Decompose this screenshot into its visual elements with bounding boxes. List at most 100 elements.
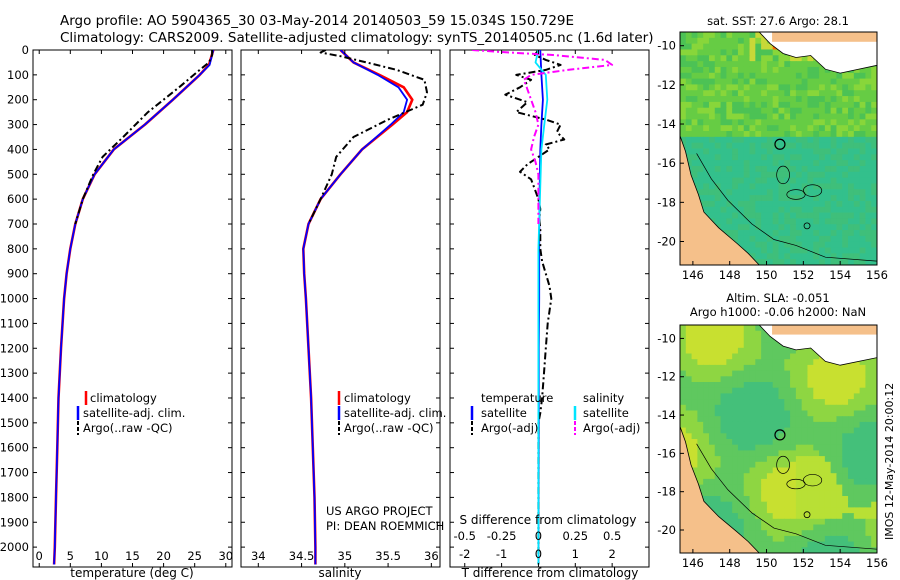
x-tick-label: 5 — [67, 549, 74, 563]
map-x-tick-label: 152 — [792, 556, 814, 570]
map-x-tick-label: 146 — [682, 556, 704, 570]
reef-outline — [776, 455, 790, 474]
bathymetry-contour — [696, 153, 877, 262]
temperature-panel — [32, 49, 233, 568]
map-y-tick-label: -16 — [657, 446, 676, 460]
land-png — [758, 32, 877, 74]
land-png — [758, 325, 877, 366]
series-argo-raw-qc- — [307, 50, 428, 225]
map-y-tick-label: -18 — [657, 485, 676, 499]
x-tick-label: -1 — [496, 547, 507, 561]
legend-argo-raw: Argo(..raw -QC) — [83, 421, 173, 435]
reef-outline — [776, 165, 790, 185]
difference-legend: temperature satellite Argo(-adj) salinit… — [470, 391, 640, 435]
salinity-legend: climatology satellite-adj. clim. Argo(..… — [337, 391, 446, 435]
x-tick-label: 35 — [338, 549, 353, 563]
legend-temp-argo: Argo(-adj) — [481, 421, 538, 435]
argo-position-marker — [774, 138, 786, 150]
x-tick-label-top: 0 — [535, 529, 542, 543]
x-tick-label: 34.5 — [289, 549, 315, 563]
map-x-tick-label: 156 — [866, 268, 888, 282]
legend-temperature-title: temperature — [481, 391, 553, 405]
x-tick-label: 0 — [36, 549, 43, 563]
depth-tick-label: 800 — [7, 242, 29, 256]
tdiff-xlabel: T difference from climatology — [461, 566, 639, 580]
x-tick-label: 1 — [572, 547, 579, 561]
depth-tick-label: 1700 — [0, 466, 29, 480]
sst-map-title: sat. SST: 27.6 Argo: 28.1 — [707, 14, 849, 28]
x-tick-label: 10 — [94, 549, 109, 563]
temperature-legend: climatology satellite-adj. clim. Argo(..… — [76, 391, 185, 435]
depth-tick-label: 200 — [7, 93, 29, 107]
map-x-tick-label: 156 — [866, 556, 888, 570]
depth-axis: 0 100 200 300 400 500 600 700 800 900 1000 1100 1200… — [0, 43, 649, 554]
header-line-2: Climatology: CARS2009. Satellite-adjuste… — [60, 30, 653, 46]
map-y-tick-label: -10 — [657, 331, 676, 345]
sla-map — [680, 325, 877, 553]
header-line-1: Argo profile: AO 5904365_30 03-May-2014 … — [60, 13, 574, 29]
salinity-panel — [240, 49, 441, 568]
depth-tick-label: 300 — [7, 118, 29, 132]
depth-tick-label: 600 — [7, 192, 29, 206]
x-tick-label-top: 0.25 — [562, 529, 588, 543]
depth-tick-label: 1000 — [0, 292, 29, 306]
legend-climatology: climatology — [90, 391, 157, 405]
x-tick-label: 0 — [535, 547, 542, 561]
reef-outline — [803, 184, 823, 197]
depth-tick-label: 900 — [7, 267, 29, 281]
land-australia — [680, 426, 760, 553]
depth-tick-label: 1900 — [0, 515, 29, 529]
map-x-tick-label: 154 — [829, 556, 851, 570]
bathymetry-contour — [696, 443, 877, 550]
series-temperature-argo-adj- — [504, 50, 566, 565]
reef-outline — [803, 511, 811, 519]
x-tick-label-top: 0.5 — [603, 529, 621, 543]
depth-tick-label: 100 — [7, 68, 29, 82]
legend-climatology: climatology — [344, 391, 411, 405]
project-name: US ARGO PROJECT — [326, 504, 434, 518]
map-y-tick-label: -12 — [657, 370, 676, 384]
x-tick-label: 35.5 — [375, 549, 401, 563]
sla-map-title: Altim. SLA: -0.051 — [726, 291, 830, 305]
map-x-tick-label: 154 — [829, 268, 851, 282]
depth-tick-label: 1500 — [0, 416, 29, 430]
depth-tick-label: 0 — [22, 43, 29, 57]
depth-tick-label: 400 — [7, 142, 29, 156]
legend-salinity-title: salinity — [583, 391, 624, 405]
map-y-tick-label: -14 — [657, 408, 676, 422]
legend-argo-raw: Argo(..raw -QC) — [344, 421, 434, 435]
map-y-tick-label: -20 — [657, 523, 676, 537]
depth-tick-label: 700 — [7, 217, 29, 231]
land-png-mainland — [772, 325, 877, 335]
map-x-tick-label: 148 — [719, 556, 741, 570]
depth-tick-label: 1800 — [0, 490, 29, 504]
map-y-tick-label: -20 — [657, 235, 676, 249]
map-x-tick-label: 150 — [756, 556, 778, 570]
reef-outline — [803, 474, 823, 487]
map-y-tick-label: -18 — [657, 195, 676, 209]
depth-tick-label: 1400 — [0, 391, 29, 405]
map-y-tick-label: -16 — [657, 156, 676, 170]
x-tick-label: 15 — [125, 549, 140, 563]
temperature-xlabel: temperature (deg C) — [70, 566, 193, 580]
map-x-tick-label: 150 — [756, 268, 778, 282]
map-x-tick-label: 146 — [682, 268, 704, 282]
depth-tick-label: 1600 — [0, 441, 29, 455]
depth-tick-label: 2000 — [0, 540, 29, 554]
map-y-tick-label: -10 — [657, 39, 676, 53]
x-tick-label: 2 — [608, 547, 615, 561]
sst-map — [680, 32, 877, 265]
x-tick-label-top: -0.5 — [454, 529, 476, 543]
legend-temp-satellite: satellite — [481, 406, 527, 420]
depth-tick-label: 500 — [7, 167, 29, 181]
depth-tick-label: 1100 — [0, 316, 29, 330]
x-tick-label: 25 — [187, 549, 202, 563]
x-tick-label: 34 — [251, 549, 266, 563]
depth-tick-label: 1200 — [0, 341, 29, 355]
sdiff-xlabel: S difference from climatology — [460, 513, 637, 527]
x-tick-label: -2 — [459, 547, 470, 561]
imos-timestamp: IMOS 12-May-2014 20:00:12 — [883, 383, 896, 540]
map-x-tick-label: 148 — [719, 268, 741, 282]
series-satellite-adj-clim- — [53, 50, 215, 565]
map-x-tick-label: 152 — [792, 268, 814, 282]
